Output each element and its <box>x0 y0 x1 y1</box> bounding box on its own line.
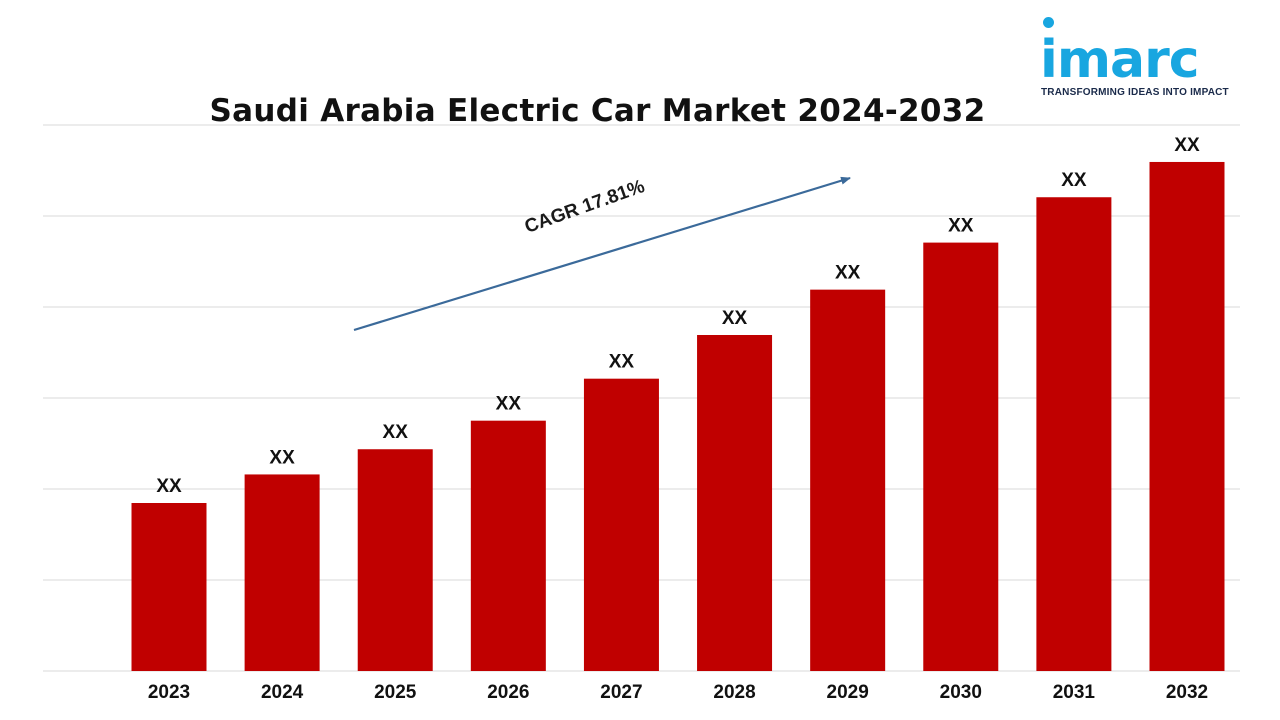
bar-2030 <box>923 242 999 671</box>
x-tick-2026: 2026 <box>487 682 529 703</box>
bar-2024 <box>244 474 320 671</box>
x-tick-2023: 2023 <box>148 682 190 703</box>
x-tick-2032: 2032 <box>1166 682 1208 703</box>
bar-2023 <box>131 503 207 671</box>
x-tick-2031: 2031 <box>1053 682 1096 703</box>
logo-dot-icon <box>1043 17 1054 28</box>
logo-tagline: TRANSFORMING IDEAS INTO IMPACT <box>1041 87 1229 98</box>
x-axis-ticks: 2023 2024 2025 2026 2027 2028 2029 2030 2031 2032 <box>148 682 1208 703</box>
x-tick-2024: 2024 <box>261 682 304 703</box>
bar-2032 <box>1149 161 1225 671</box>
chart-title: Saudi Arabia Electric Car Market 2024-20… <box>209 93 986 129</box>
logo-wordmark: imarc <box>1040 30 1200 90</box>
bar-2025 <box>357 449 433 671</box>
data-label-2025: XX <box>383 422 409 443</box>
data-label-2031: XX <box>1061 170 1087 191</box>
data-labels: XX XX XX XX XX XX XX XX XX XX <box>156 135 1200 497</box>
bar-2029 <box>810 289 886 671</box>
x-tick-2028: 2028 <box>713 682 755 703</box>
data-label-2024: XX <box>269 447 295 468</box>
x-tick-2027: 2027 <box>600 682 642 703</box>
cagr-arrow <box>353 176 851 332</box>
data-label-2027: XX <box>609 352 635 373</box>
bar-2031 <box>1036 197 1112 672</box>
bars <box>131 161 1225 672</box>
data-label-2023: XX <box>156 476 182 497</box>
bar-2028 <box>697 335 773 671</box>
data-label-2030: XX <box>948 216 974 237</box>
data-label-2028: XX <box>722 308 748 329</box>
x-tick-2025: 2025 <box>374 682 417 703</box>
data-label-2026: XX <box>496 394 522 415</box>
bar-2027 <box>583 378 659 671</box>
data-label-2029: XX <box>835 263 861 284</box>
x-tick-2030: 2030 <box>940 682 982 703</box>
data-label-2032: XX <box>1174 135 1200 156</box>
x-tick-2029: 2029 <box>827 682 869 703</box>
bar-2026 <box>470 420 546 671</box>
cagr-trend-arrow <box>353 176 851 332</box>
imarc-logo: imarc TRANSFORMING IDEAS INTO IMPACT <box>1040 14 1240 104</box>
